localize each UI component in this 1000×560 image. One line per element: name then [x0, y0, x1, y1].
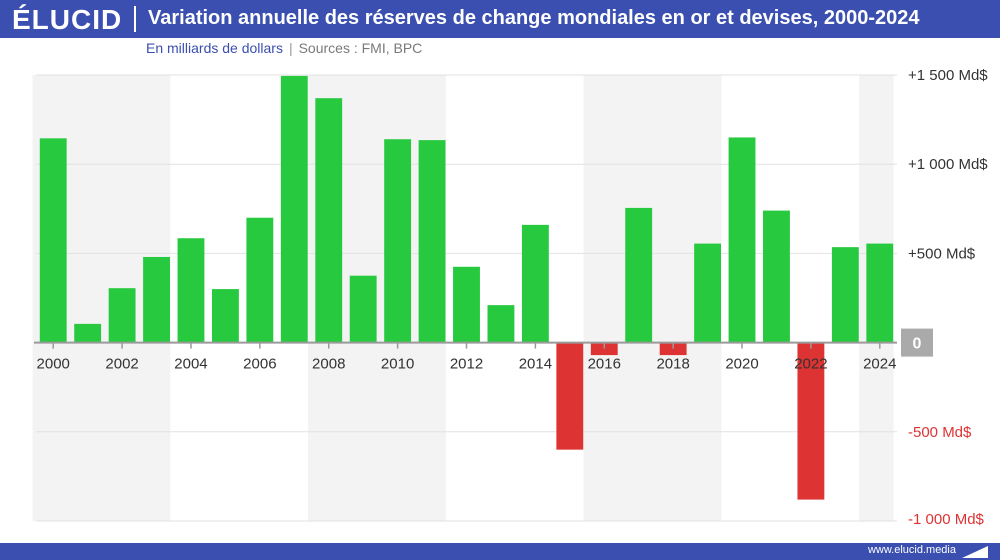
- bar-2004: [177, 238, 205, 343]
- bar-2020: [728, 137, 756, 343]
- x-tick-label: 2008: [312, 356, 345, 373]
- x-tick-label: 2020: [725, 356, 758, 373]
- y-tick-label: +1 500 Md$: [908, 67, 988, 84]
- header-divider: [134, 6, 136, 32]
- bar-2023: [831, 247, 859, 343]
- bar-2003: [143, 256, 170, 343]
- bar-2021: [763, 210, 790, 343]
- bar-2007: [280, 75, 308, 343]
- brand-mark-icon: [962, 546, 988, 558]
- bar-2005: [211, 289, 239, 343]
- bar-2017: [625, 207, 653, 343]
- chart-subtitle: En milliards de dollars | Sources : FMI, B…: [146, 40, 422, 56]
- x-tick-label: 2016: [588, 356, 621, 373]
- bar-2018: [659, 342, 687, 356]
- bar-2024: [866, 243, 894, 343]
- bar-2008: [315, 98, 343, 343]
- bar-2001: [74, 323, 102, 343]
- zero-badge: [901, 328, 933, 357]
- y-tick-label: -1 000 Md$: [908, 511, 985, 528]
- bar-2010: [384, 139, 412, 343]
- bar-2019: [694, 243, 722, 343]
- x-tick-label: 2014: [519, 356, 552, 373]
- chart-panel: En milliards de dollars | Sources : FMI, B…: [0, 38, 1000, 543]
- brand-logo: ÉLUCID: [12, 4, 123, 35]
- y-tick-label: +1 000 Md$: [908, 156, 988, 173]
- y-tick-label: 0: [913, 336, 922, 353]
- site-url[interactable]: www.elucid.media: [867, 544, 956, 556]
- y-tick-label: -500 Md$: [908, 424, 972, 441]
- bar-2011: [418, 140, 446, 343]
- bar-2000: [39, 138, 67, 343]
- x-tick-label: 2010: [381, 356, 414, 373]
- bar-2016: [590, 342, 618, 356]
- bar-2014: [521, 224, 549, 343]
- bar-2002: [108, 288, 136, 343]
- footer-bar: www.elucid.media: [0, 543, 1000, 560]
- subtitle-separator: |: [288, 40, 293, 56]
- bar-2006: [246, 217, 274, 343]
- bar-2015: [556, 342, 584, 450]
- x-tick-label: 2006: [243, 356, 276, 373]
- bar-2009: [349, 275, 377, 343]
- sources-label: Sources : FMI, BPC: [298, 40, 423, 56]
- x-tick-label: 2018: [656, 356, 689, 373]
- x-tick-label: 2022: [794, 356, 827, 373]
- bar-2013: [487, 305, 515, 343]
- x-tick-label: 2012: [450, 356, 483, 373]
- x-tick-label: 2004: [174, 356, 207, 373]
- header-bar: ÉLUCID Variation annuelle des réserves d…: [0, 0, 1000, 38]
- chart-title: Variation annuelle des réserves de chang…: [148, 7, 920, 29]
- x-tick-label: 2002: [105, 356, 138, 373]
- y-tick-label: +500 Md$: [908, 245, 976, 262]
- bar-chart: 2000 2002 2004 2006 2008 2010 2012 2014 2016 2018…: [32, 67, 988, 528]
- x-tick-label: 2024: [863, 356, 896, 373]
- bar-2012: [453, 266, 480, 343]
- bar-2022: [797, 342, 825, 500]
- unit-label: En milliards de dollars: [146, 40, 283, 56]
- x-tick-label: 2000: [37, 356, 70, 373]
